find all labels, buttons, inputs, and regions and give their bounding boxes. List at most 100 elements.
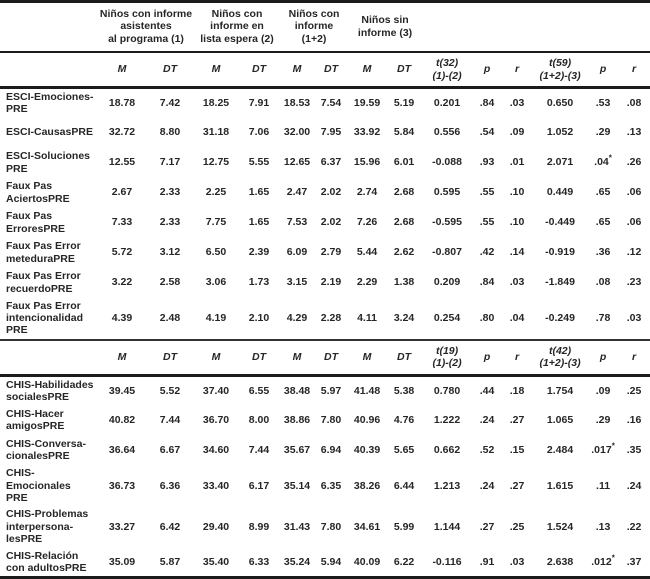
- cell: 6.09: [286, 246, 308, 259]
- stat-header: t(42) (1+2)-(3): [532, 338, 589, 377]
- stat-header: t(32) (1)-(2): [422, 52, 473, 89]
- cell: .03: [502, 547, 533, 579]
- cell: 8.00: [248, 414, 270, 427]
- cell: 2.484: [546, 444, 574, 457]
- cell: 7.44: [159, 414, 181, 427]
- cell: 19.59: [353, 97, 381, 110]
- cell: 6.33: [238, 547, 281, 579]
- cell: 2.10: [248, 312, 270, 324]
- cell: .23: [626, 276, 642, 289]
- cell: 7.54: [320, 97, 342, 110]
- row-label: Faux Pas ErroresPRE: [6, 210, 65, 235]
- cell: 3.24: [393, 312, 415, 324]
- stat-header: DT: [146, 338, 194, 377]
- cell: 7.75: [205, 216, 227, 229]
- cell: 2.33: [159, 186, 181, 199]
- cell: 4.11: [357, 312, 377, 324]
- stat-header: DT: [386, 52, 423, 89]
- cell: 8.80: [159, 126, 181, 139]
- cell: .01: [509, 156, 525, 169]
- stat-header: DT: [386, 338, 423, 377]
- cell: 36.70: [202, 414, 230, 427]
- cell: .15: [509, 444, 525, 457]
- cell: 35.67: [283, 444, 311, 457]
- cell: 5.94: [314, 547, 349, 579]
- cell: 7.17: [159, 156, 181, 169]
- cell: 38.48: [283, 384, 311, 397]
- cell: 1.144: [433, 520, 461, 533]
- row-label: ESCI-Soluciones PRE: [6, 150, 91, 175]
- cell: 7.80: [320, 414, 342, 427]
- cell: 2.02: [320, 216, 342, 229]
- cell: 35.14: [283, 479, 311, 492]
- cell: .25: [626, 384, 642, 397]
- cell: .93: [479, 156, 495, 169]
- stat-header: M: [98, 338, 146, 377]
- cell: 2.638: [532, 547, 589, 579]
- cell: 34.61: [353, 520, 381, 533]
- cell: 8.99: [248, 520, 270, 533]
- cell: 6.01: [393, 156, 415, 169]
- cell: -0.919: [545, 246, 575, 259]
- table-row: CHIS-Habilidades socialesPRE 39.45 5.52 37.…: [0, 375, 650, 405]
- table-row: Faux Pas ErroresPRE 7.33 2.33 7.75 1.65 7.53 2…: [0, 208, 650, 238]
- cell: 40.09: [348, 547, 387, 579]
- cell: 5.55: [248, 156, 270, 169]
- cell: 31.43: [283, 520, 311, 533]
- cell: 6.17: [248, 479, 270, 492]
- cell: 7.26: [356, 216, 378, 229]
- table-row: Faux Pas Error recuerdoPRE 3.22 2.58 3.06 1.…: [0, 268, 650, 298]
- stat-header-row-1: M DT M DT M DT M DT t(32) (1)-(2) p r t(59) (1+2)-(…: [0, 52, 650, 89]
- cell: 3.22: [111, 276, 133, 289]
- cell: .10: [509, 216, 525, 229]
- significance-asterisk: *: [611, 553, 615, 563]
- cell: 0.650: [546, 97, 574, 110]
- cell: 6.37: [320, 156, 342, 169]
- cell: 39.45: [108, 384, 136, 397]
- cell: 2.68: [393, 186, 415, 199]
- cell: 6.55: [248, 384, 270, 397]
- row-label: Faux Pas AciertosPRE: [6, 180, 70, 205]
- cell: 3.15: [286, 276, 308, 289]
- stat-header: r: [502, 338, 533, 377]
- cell: .36: [595, 246, 611, 259]
- cell: .29: [595, 126, 611, 139]
- cell: .24: [479, 479, 495, 492]
- cell: 2.071: [546, 156, 574, 169]
- cell: 0.201: [433, 97, 461, 110]
- table-body-esci-fauxpas: ESCI-Emociones- PRE 18.78 7.42 18.25 7.91 18.…: [0, 87, 650, 339]
- cell: .18: [509, 384, 525, 397]
- cell: 3.06: [205, 276, 227, 289]
- cell: .13: [626, 126, 642, 139]
- cell: .54: [479, 126, 495, 139]
- cell: 1.222: [433, 414, 461, 427]
- cell: .27: [509, 479, 525, 492]
- cell: .24: [479, 414, 495, 427]
- stat-header: DT: [314, 338, 349, 377]
- cell: 0.556: [433, 126, 461, 139]
- cell: .80: [479, 312, 495, 324]
- cell: .03: [509, 276, 525, 289]
- cell: 33.92: [353, 126, 381, 139]
- cell: .22: [626, 520, 642, 533]
- cell: .09: [595, 384, 611, 397]
- cell: 1.38: [393, 276, 415, 289]
- table-body-chis: CHIS-Habilidades socialesPRE 39.45 5.52 37.…: [0, 375, 650, 579]
- cell: .84: [479, 276, 495, 289]
- cell: 5.65: [393, 444, 415, 457]
- cell: 2.47: [286, 186, 308, 199]
- cell: 2.39: [248, 246, 270, 259]
- stat-header: t(19) (1)-(2): [422, 338, 473, 377]
- cell: 2.48: [159, 312, 181, 324]
- cell: 7.53: [286, 216, 308, 229]
- cell: .26: [626, 156, 642, 169]
- table-row: CHIS-Emocionales PRE 36.73 6.36 33.40 6.17 35…: [0, 465, 650, 506]
- stat-header: r: [618, 338, 650, 377]
- stat-header: p: [472, 52, 503, 89]
- cell: .08: [595, 276, 611, 289]
- cell: 35.24: [280, 547, 315, 579]
- cell: -0.449: [545, 216, 575, 229]
- cell: 6.42: [159, 520, 181, 533]
- cell: .13: [595, 520, 611, 533]
